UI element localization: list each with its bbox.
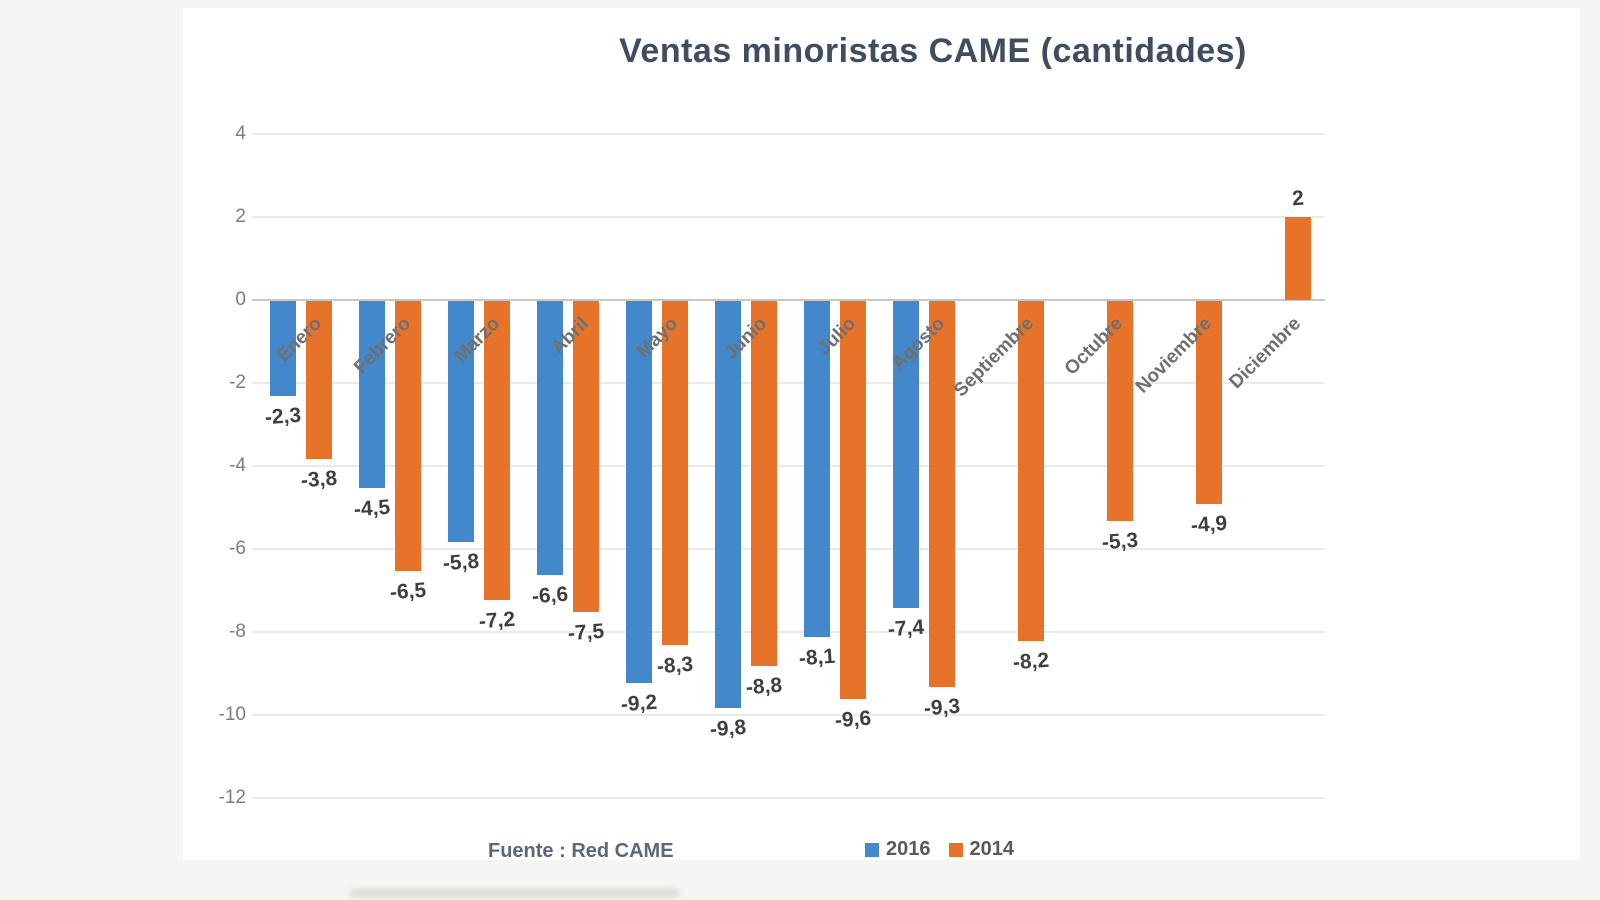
bar-2014-septiembre [1018,301,1044,642]
bar-2014-junio [751,301,777,667]
bar-2014-febrero [395,301,421,571]
gridline [252,216,1325,218]
bar-2014-noviembre [1196,301,1222,505]
gridline [252,133,1325,135]
bar-2014-julio [840,301,866,700]
legend: 2016 2014 [865,838,1014,861]
chart-title: Ventas minoristas CAME (cantidades) [619,32,1247,70]
legend-label-2014: 2014 [969,838,1015,860]
bar-2016-abril [537,301,563,575]
gridline [252,548,1325,550]
bar-2014-enero [306,301,332,459]
bar-2014-abril [573,301,599,613]
y-tick-label: -2 [229,372,246,393]
gridline [252,714,1325,716]
gridline [252,631,1325,633]
data-label-2014-abril: -7,5 [567,620,605,646]
gridline [252,382,1325,384]
y-tick-label: -6 [229,538,246,559]
data-label-2016-junio: -9,8 [709,715,747,741]
data-label-2014-agosto: -9,3 [923,694,961,721]
data-label-2014-febrero: -6,5 [389,578,427,604]
y-tick-label: -8 [229,621,246,642]
data-label-2014-enero: -3,8 [300,466,338,492]
x-axis-line [252,299,1325,301]
chart-panel: Ventas minoristas CAME (cantidades) 4 2 0 -… [183,8,1580,862]
legend-swatch-2016-icon [865,842,879,857]
bar-2016-enero [270,301,296,397]
bar-2014-agosto [929,301,955,687]
y-tick-label: 0 [235,289,246,310]
bar-2016-febrero [359,301,385,488]
gridline [252,465,1325,467]
legend-swatch-2014-icon [948,842,963,857]
bottom-edge-artifact [350,889,680,897]
bar-2014-diciembre [1285,217,1311,300]
legend-item-2014: 2014 [948,838,1015,861]
legend-item-2016: 2016 [865,838,931,861]
data-label-2014-octubre: -5,3 [1101,528,1139,555]
bar-2016-marzo [448,301,474,542]
legend-label-2016: 2016 [886,838,931,860]
bar-2014-mayo [662,301,688,646]
data-label-2014-mayo: -8,3 [656,653,694,679]
bar-2016-junio [715,301,741,708]
data-label-2014-septiembre: -8,2 [1012,649,1050,675]
bar-2016-mayo [626,301,652,683]
bar-2016-julio [804,301,830,638]
data-label-2014-junio: -8,8 [745,673,783,700]
data-label-2014-noviembre: -4,9 [1190,512,1228,538]
bar-2016-agosto [893,301,919,609]
y-tick-label: 2 [235,206,246,227]
y-tick-label: 4 [235,123,246,144]
data-label-2014-diciembre: 2 [1291,186,1305,211]
source-note: Fuente : Red CAME [488,840,674,862]
y-tick-label: -12 [218,787,246,808]
y-tick-label: -4 [229,455,246,476]
data-label-2014-julio: -9,6 [834,707,872,733]
bar-2014-octubre [1107,301,1133,521]
bar-2014-marzo [484,301,510,600]
gridline [252,797,1325,799]
y-tick-label: -10 [218,704,246,725]
